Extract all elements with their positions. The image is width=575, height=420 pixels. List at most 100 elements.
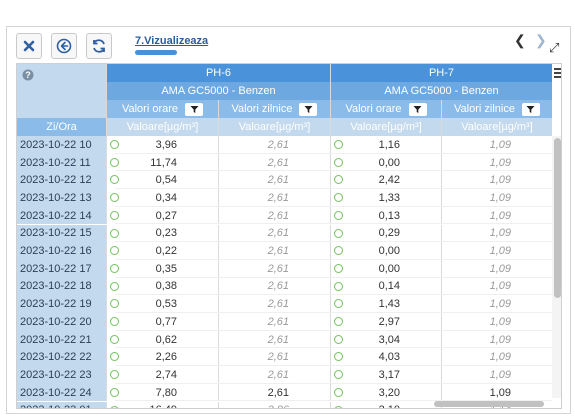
row-divider — [115, 294, 552, 296]
status-circle-icon — [110, 299, 119, 309]
ph7-daily-value: 1,09 — [489, 315, 511, 328]
unit-header-ph6-hourly[interactable]: Valoare[µg/m³] — [107, 118, 219, 136]
station-header-ph6: PH-6 — [107, 64, 331, 82]
hourly-label: Valori orare — [121, 103, 179, 115]
status-circle-icon — [334, 334, 343, 344]
vertical-scrollbar[interactable] — [552, 136, 561, 398]
row-divider — [115, 152, 552, 154]
status-circle-icon — [110, 246, 119, 256]
ph7-daily-value: 1,09 — [489, 386, 511, 399]
back-button[interactable] — [51, 33, 77, 59]
table-row[interactable]: 2023-10-22 10 3,96 2,61 1,16 1,09 — [17, 136, 552, 154]
table-row[interactable]: 2023-10-22 20 0,77 2,61 2,97 1,09 — [17, 313, 552, 331]
status-circle-icon — [334, 246, 343, 256]
unit-header-ph6-daily[interactable]: Valoare[µg/m³] — [219, 118, 331, 136]
tab-vizualizeaza[interactable]: 7.Vizualizeaza — [135, 35, 209, 47]
question-circle-icon[interactable]: ? — [22, 69, 34, 81]
ph6-hourly-value: 0,53 — [107, 295, 219, 313]
horizontal-scroll-thumb[interactable] — [434, 401, 544, 407]
ph6-daily-value: 2,61 — [219, 383, 331, 402]
row-date: 2023-10-22 22 — [17, 348, 107, 367]
ph7-hourly-value: 0,29 — [331, 224, 442, 243]
daily-label: Valori zilnice — [454, 103, 515, 115]
row-divider — [115, 365, 552, 367]
row-divider — [115, 188, 552, 190]
chevron-left-icon[interactable]: ❮ — [514, 32, 526, 48]
ph7-daily-value: 1,09 — [489, 368, 511, 381]
table-row[interactable]: 2023-10-22 18 0,38 2,61 0,14 1,09 — [17, 277, 552, 296]
vertical-scroll-thumb[interactable] — [554, 138, 561, 298]
status-circle-icon — [110, 352, 119, 362]
ph7-daily-value: 1,09 — [489, 227, 511, 240]
filter-button[interactable] — [185, 102, 204, 116]
filter-button[interactable] — [299, 102, 318, 116]
toolbar: 7.Vizualizeaza ❮ ❯ ⤢ — [7, 27, 570, 63]
chevron-right-icon[interactable]: ❯ — [535, 32, 547, 48]
ph6-daily-value: 2,61 — [219, 313, 331, 331]
ph6-daily-value: 2,61 — [219, 189, 331, 207]
ph7-daily-value: 1,09 — [489, 262, 511, 275]
expand-icon[interactable]: ⤢ — [549, 40, 560, 55]
table-row[interactable]: 2023-10-22 21 0,62 2,61 3,04 1,09 — [17, 330, 552, 349]
row-divider — [115, 258, 552, 260]
status-circle-icon — [334, 175, 343, 185]
table-row[interactable]: 2023-10-22 13 0,34 2,61 1,33 1,09 — [17, 189, 552, 207]
close-button[interactable] — [16, 33, 42, 59]
data-view-window: 7.Vizualizeaza ❮ ❯ ⤢ ? PH-6 PH-7 AMA GC5… — [6, 26, 571, 414]
ph6-daily-value: 2,61 — [219, 224, 331, 243]
ph6-hourly-value: 0,38 — [107, 277, 219, 296]
daily-header-ph7: Valori zilnice — [442, 100, 552, 118]
table-row[interactable]: 2023-10-22 16 0,22 2,61 0,00 1,09 — [17, 242, 552, 260]
status-circle-icon — [334, 193, 343, 203]
ph6-hourly-value: 11,74 — [107, 153, 219, 172]
unit-header-ph7-hourly[interactable]: Valoare[µg/m³] — [331, 118, 442, 136]
ph6-hourly-value: 0,62 — [107, 330, 219, 349]
table-row[interactable]: 2023-10-22 24 7,80 2,61 3,20 1,09 — [17, 383, 552, 402]
filter-button[interactable] — [521, 102, 540, 116]
table-row[interactable]: 2023-10-22 12 0,54 2,61 2,42 1,09 — [17, 171, 552, 190]
table-row[interactable]: 2023-10-22 23 2,74 2,61 3,17 1,09 — [17, 366, 552, 384]
status-circle-icon — [334, 228, 343, 238]
ph7-daily-value: 1,09 — [489, 138, 511, 151]
ph6-daily-value: 2,61 — [219, 277, 331, 296]
ph7-hourly-value: 1,16 — [331, 136, 442, 154]
ph6-hourly-value: 0,35 — [107, 259, 219, 278]
table-row[interactable]: 2023-10-22 17 0,35 2,61 0,00 1,09 — [17, 259, 552, 278]
row-date: 2023-10-22 17 — [17, 259, 107, 278]
ph6-hourly-value: 16,49 — [107, 401, 219, 408]
row-date: 2023-10-22 12 — [17, 171, 107, 190]
ph7-daily-value: 1,09 — [489, 280, 511, 293]
ph6-hourly-value: 0,77 — [107, 313, 219, 331]
ph6-hourly-value: 0,27 — [107, 206, 219, 225]
ph7-daily-value: 1,09 — [489, 191, 511, 204]
station-header-ph7: PH-7 — [331, 64, 552, 82]
unit-header-ph7-daily[interactable]: Valoare[µg/m³] — [442, 118, 552, 136]
row-date: 2023-10-22 21 — [17, 330, 107, 349]
ph7-hourly-value: 0,13 — [331, 206, 442, 225]
status-circle-icon — [334, 140, 343, 149]
ph6-daily-value: 2,61 — [219, 366, 331, 384]
filter-button[interactable] — [408, 102, 427, 116]
ph7-hourly-value: 3,20 — [331, 383, 442, 402]
status-circle-icon — [110, 370, 119, 380]
status-circle-icon — [334, 157, 343, 167]
ph6-daily-value: 2,61 — [219, 171, 331, 190]
status-circle-icon — [110, 210, 119, 220]
row-date: 2023-10-22 10 — [17, 136, 107, 154]
date-column-header[interactable]: Zi/Ora — [17, 118, 107, 136]
table-row[interactable]: 2023-10-22 22 2,26 2,61 4,03 1,09 — [17, 348, 552, 367]
refresh-button[interactable] — [86, 33, 112, 59]
ph7-daily-value: 1,09 — [489, 351, 511, 364]
back-arrow-circle-icon — [56, 38, 72, 54]
table-row[interactable]: 2023-10-22 11 11,74 2,61 0,00 1,09 — [17, 153, 552, 172]
ph7-daily-value: 1,09 — [489, 298, 511, 311]
table-row[interactable]: 2023-10-22 19 0,53 2,61 1,43 1,09 — [17, 295, 552, 313]
refresh-icon — [93, 39, 105, 53]
table-row[interactable]: 2023-10-22 15 0,23 2,61 0,29 1,09 — [17, 224, 552, 243]
status-circle-icon — [110, 317, 119, 326]
row-date: 2023-10-22 14 — [17, 206, 107, 225]
ph6-hourly-value: 0,34 — [107, 189, 219, 207]
grid-menu-button[interactable] — [552, 64, 561, 82]
ph7-hourly-value: 0,00 — [331, 153, 442, 172]
table-row[interactable]: 2023-10-22 14 0,27 2,61 0,13 1,09 — [17, 206, 552, 225]
